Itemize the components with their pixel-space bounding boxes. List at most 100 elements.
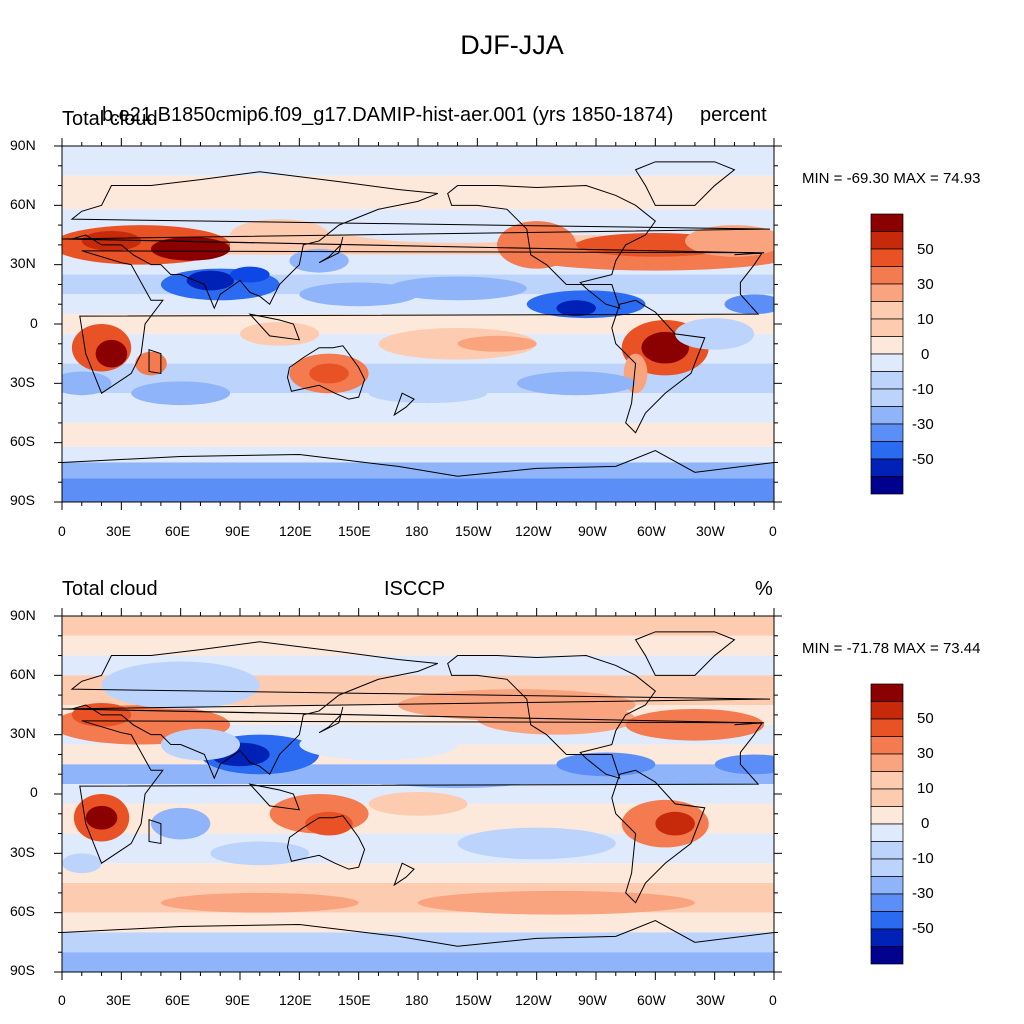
panel2-colorbar-label: -10	[912, 850, 934, 867]
contour-patch	[186, 270, 235, 291]
colorbar	[870, 213, 904, 495]
continent-outline	[62, 920, 774, 972]
continent-outline	[634, 161, 736, 206]
contour-patch	[368, 383, 488, 404]
colorbar-box	[870, 441, 904, 460]
colorbar-box	[870, 371, 904, 390]
figure-title: DJF-JJA	[460, 30, 564, 60]
panel1-max-value: 74.93	[942, 170, 981, 187]
colorbar-box	[870, 213, 904, 232]
contour-patch	[210, 841, 310, 866]
panel2-lon-label: 150E	[338, 992, 371, 1008]
contour-patch	[685, 225, 774, 257]
contour-band	[62, 912, 774, 933]
panel1-colorbar-label: 30	[917, 276, 934, 293]
panel1-lat-label: 60S	[10, 433, 35, 449]
panel2-lat-label: 90N	[10, 607, 36, 623]
panel2-lat-label: 0	[30, 784, 38, 800]
colorbar-box	[870, 823, 904, 842]
contour-patch	[62, 853, 102, 874]
colorbar-box	[870, 476, 904, 495]
contour-patch	[714, 754, 774, 775]
coastlines	[62, 161, 774, 502]
continent-outline	[393, 392, 415, 417]
panel2-colorbar-label: 0	[921, 815, 930, 832]
colorbar-box	[870, 893, 904, 912]
panel2-center-title: ISCCP	[384, 578, 446, 600]
continent-outline	[634, 631, 736, 676]
continent-outline	[286, 345, 366, 400]
panel1-colorbar-label: 10	[917, 311, 934, 328]
colorbar	[870, 683, 904, 965]
panel2-lon-label: 30E	[106, 992, 131, 1008]
panel1-lat-label: 30S	[10, 374, 35, 390]
colorbar-box	[870, 753, 904, 772]
coastlines	[62, 631, 774, 972]
panel2-colorbar-label: -50	[912, 920, 934, 937]
panel1-lon-label: 60E	[165, 523, 190, 539]
contour-field	[62, 616, 774, 972]
contour-patch	[151, 236, 231, 261]
contour-patch	[641, 331, 689, 364]
contour-patch	[388, 276, 527, 301]
panel2-lat-label: 60S	[10, 903, 35, 919]
panel1-center-title: b.e21.B1850cmip6.f09_g17.DAMIP-hist-aer.…	[102, 104, 674, 126]
contour-patch	[378, 768, 537, 789]
continent-outline	[62, 641, 771, 780]
contour-patch	[457, 335, 537, 352]
panel2-lon-label: 120E	[279, 992, 312, 1008]
panel2-left-title: Total cloud	[62, 578, 158, 600]
colorbar-box	[870, 406, 904, 425]
contour-patch	[85, 805, 118, 830]
panel1-lon-label: 120W	[515, 523, 552, 539]
panel1-lon-label: 90W	[578, 523, 607, 539]
panel2-max-label: MAX =	[893, 640, 939, 657]
panel2-lon-label: 60W	[637, 992, 666, 1008]
contour-patch	[655, 811, 695, 836]
panel1-lon-label: 180	[405, 523, 429, 539]
panel1-min-label: MIN =	[802, 170, 843, 187]
colorbar-box	[870, 266, 904, 285]
panel2-min-label: MIN =	[802, 640, 843, 657]
continent-outline	[248, 783, 301, 811]
panel2-lon-label: 60E	[165, 992, 190, 1008]
panel1-lat-label: 60N	[10, 196, 36, 212]
panel1-lon-label: 150E	[338, 523, 371, 539]
panel2-lon-label: 0	[58, 992, 66, 1008]
colorbar-box	[870, 283, 904, 302]
panel1-colorbar-label: -50	[912, 451, 934, 468]
contour-patch	[556, 752, 656, 777]
colorbar-box	[870, 318, 904, 337]
contour-patch	[160, 892, 359, 913]
panel1-minmax: MIN = -69.30 MAX = 74.93	[802, 170, 980, 187]
panel1-lat-label: 0	[30, 315, 38, 331]
contour-band	[62, 314, 774, 334]
panel1-lon-label: 120E	[279, 523, 312, 539]
colorbar-box	[870, 858, 904, 877]
map-panel-1	[54, 138, 904, 510]
colorbar-box	[870, 736, 904, 755]
continent-outline	[62, 450, 774, 502]
colorbar-box	[870, 388, 904, 407]
contour-band	[62, 616, 774, 636]
contour-band	[62, 952, 774, 972]
continent-outline	[79, 720, 765, 864]
contour-patch	[135, 351, 167, 376]
panel1-lat-label: 30N	[10, 255, 36, 271]
contour-patch	[101, 661, 260, 709]
contour-patch	[418, 890, 695, 915]
contour-band	[62, 863, 774, 883]
panel1-lon-label: 0	[58, 523, 66, 539]
panel2-lat-label: 30N	[10, 725, 36, 741]
continent-outline	[248, 313, 301, 341]
contour-patch	[368, 792, 468, 816]
colorbar-box	[870, 353, 904, 372]
panel2-right-title: %	[755, 578, 773, 600]
panel2-lat-label: 90S	[10, 962, 35, 978]
contour-band	[62, 932, 774, 953]
contour-patch	[131, 381, 231, 406]
panel1-colorbar-label: 50	[917, 241, 934, 258]
continent-outline	[611, 299, 706, 434]
contour-patch	[160, 728, 240, 761]
map-panel-2	[54, 608, 904, 980]
